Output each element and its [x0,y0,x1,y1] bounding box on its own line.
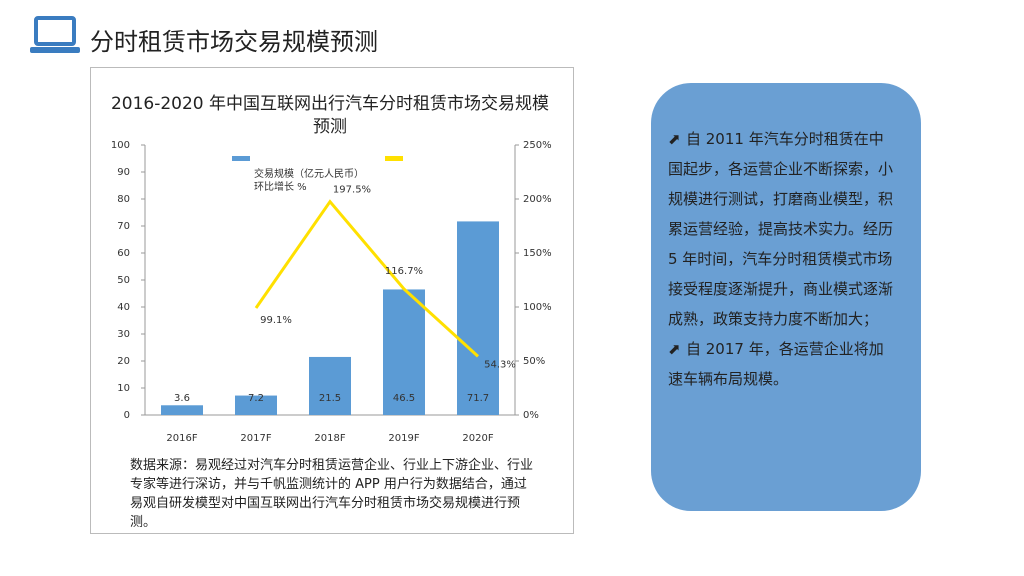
chart-title: 2016-2020 年中国互联网出行汽车分时租赁市场交易规模预测 [110,94,550,137]
y-tick-label: 50 [117,275,130,286]
y2-tick-label: 200% [523,194,552,205]
source-note: 数据来源：易观经过对汽车分时租赁运营企业、行业上下游企业、行业专家等进行深访，并… [130,458,534,530]
line-value-label: 99.1% [260,315,292,326]
paragraph: ⬈ 自 2017 年，各运营企业将加速车辆布局规模。 [668,334,896,394]
y-tick-label: 0 [124,410,130,421]
arrow-icon: ⬈ [668,130,681,148]
x-tick-label: 2020F [462,433,493,444]
arrow-icon: ⬈ [668,340,681,358]
bar-value-label: 46.5 [393,393,415,404]
line-value-label: 54.3% [484,359,516,370]
x-tick-label: 2018F [314,433,345,444]
panel-text: ⬈ 自 2011 年汽车分时租赁在中国起步，各运营企业不断探索，小规模进行测试，打… [668,124,896,394]
y-tick-label: 30 [117,329,130,340]
bar [457,221,499,415]
bar [383,289,425,415]
paragraph-text: 自 2011 年汽车分时租赁在中国起步，各运营企业不断探索，小规模进行测试，打磨… [668,130,894,328]
slide-title: 分时租赁市场交易规模预测 [90,28,378,56]
paragraph-text: 自 2017 年，各运营企业将加速车辆布局规模。 [668,340,884,388]
x-tick-label: 2017F [240,433,271,444]
info-panel [651,83,921,511]
x-tick-label: 2019F [388,433,419,444]
legend-swatch [385,156,403,161]
bar-value-label: 21.5 [319,393,341,404]
y2-tick-label: 100% [523,302,552,313]
y2-tick-label: 0% [523,410,539,421]
y-tick-label: 100 [111,140,130,151]
chart: 0 10 20 30 40 50 60 70 80 90 100 0% 50% 100% 150% 200% 2… [111,140,552,444]
y2-tick-label: 150% [523,248,552,259]
y-tick-label: 60 [117,248,130,259]
bar [309,356,351,415]
legend-label: 交易规模（亿元人民币） [254,167,364,180]
y-tick-label: 70 [117,221,130,232]
legend-label: 环比增长 % [254,180,307,193]
chart-frame [90,67,574,534]
bar [161,405,203,415]
bar [235,395,277,415]
y-tick-label: 10 [117,383,130,394]
y-tick-label: 40 [117,302,130,313]
bar-value-label: 3.6 [174,393,190,404]
legend-swatch [232,156,250,161]
y-tick-label: 20 [117,356,130,367]
line-value-label: 197.5% [333,185,371,196]
y-tick-label: 80 [117,194,130,205]
laptop-icon [30,16,80,53]
y-tick-label: 90 [117,167,130,178]
y2-tick-label: 50% [523,356,545,367]
bar-value-label: 7.2 [248,393,264,404]
x-tick-label: 2016F [166,433,197,444]
bar-value-label: 71.7 [467,393,489,404]
paragraph: ⬈ 自 2011 年汽车分时租赁在中国起步，各运营企业不断探索，小规模进行测试，打… [668,124,896,334]
line-series [254,199,480,358]
line-value-label: 116.7% [385,266,423,277]
y2-tick-label: 250% [523,140,552,151]
